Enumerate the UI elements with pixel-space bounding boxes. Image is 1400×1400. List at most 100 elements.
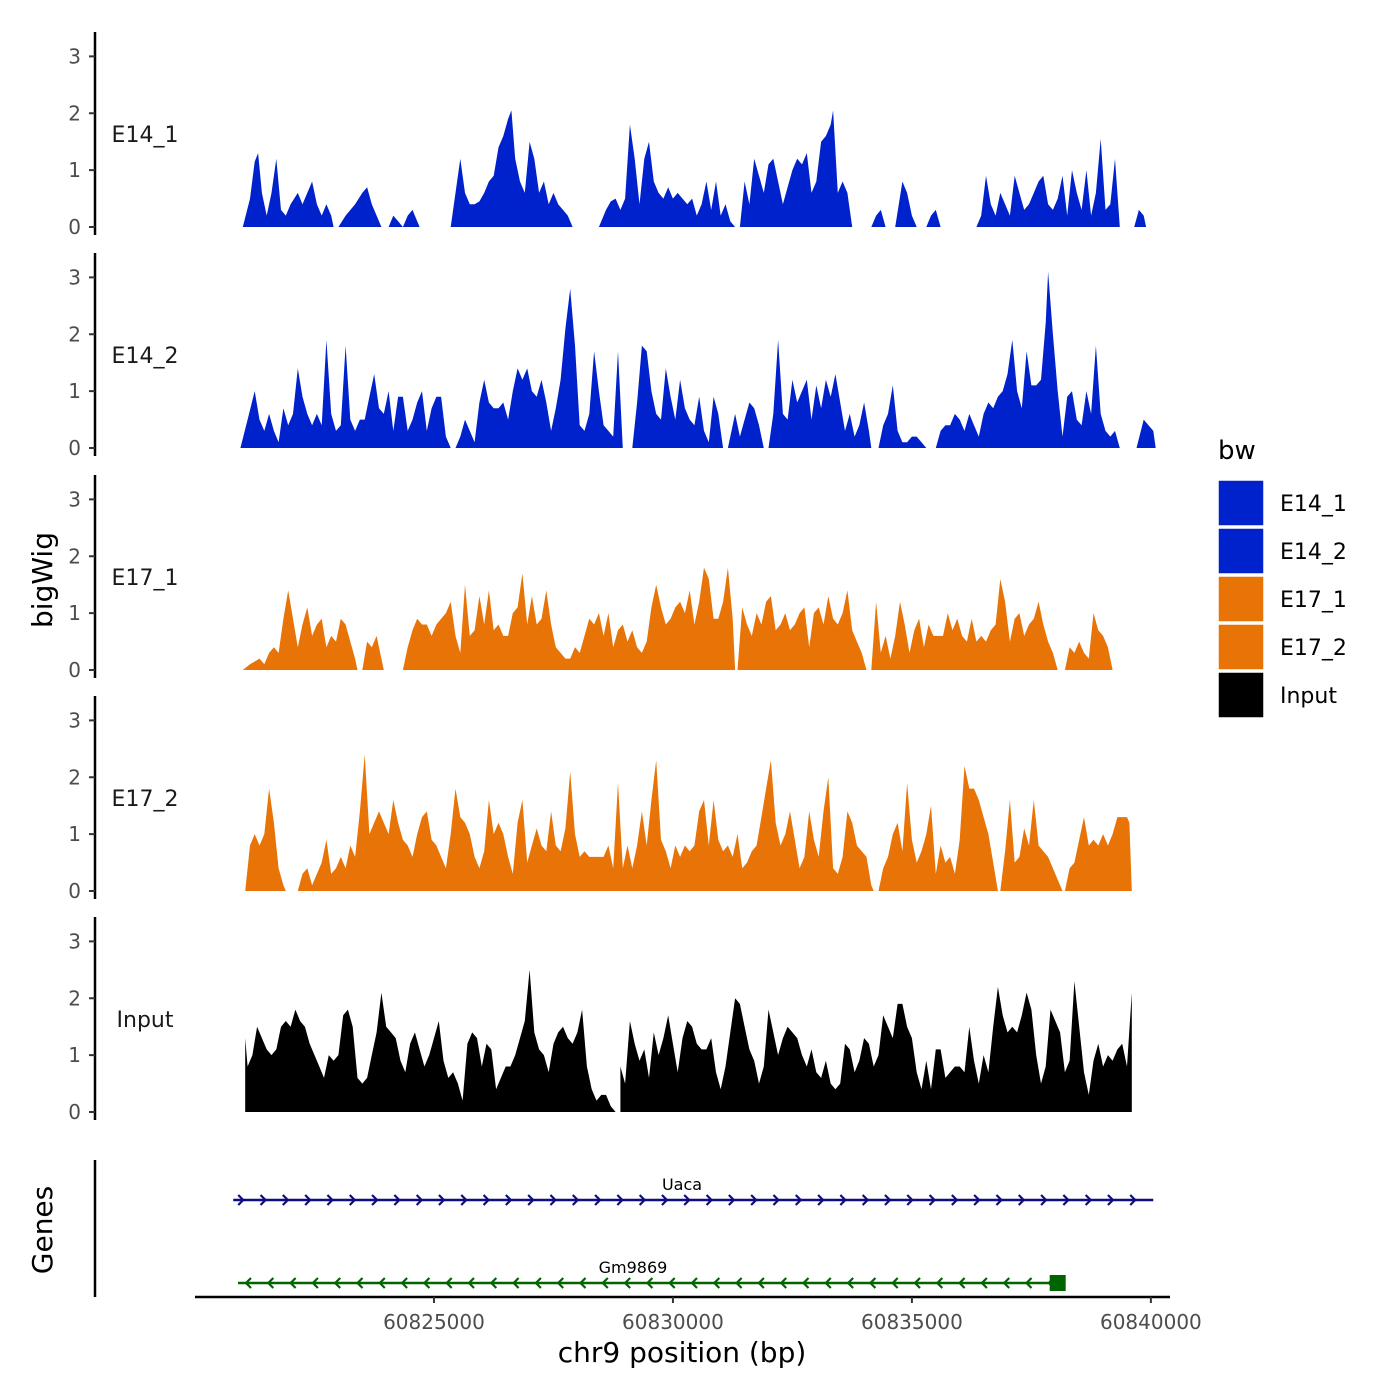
- strand-arrow: [623, 1277, 631, 1289]
- y-tick-label: 0: [68, 1100, 81, 1124]
- strand-arrow: [712, 1277, 721, 1289]
- strand-arrow: [735, 1277, 743, 1289]
- strand-arrow: [884, 1194, 892, 1206]
- strand-arrow: [400, 1277, 408, 1289]
- track-E17_2: 0 1 2 3 E17_2: [68, 696, 1132, 903]
- strand-arrow: [355, 1277, 364, 1289]
- strand-arrow: [445, 1277, 453, 1289]
- gene-label: Gm9869: [599, 1258, 668, 1277]
- coverage-area-E14_2: [240, 271, 1156, 448]
- strand-arrow: [1017, 1194, 1026, 1206]
- track-label: E14_1: [112, 123, 179, 148]
- track-Input: 0 1 2 3 Input: [68, 917, 1132, 1124]
- strand-arrow: [861, 1194, 870, 1206]
- y-tick-label: 3: [68, 44, 81, 68]
- strand-arrow: [460, 1194, 468, 1206]
- strand-arrow: [371, 1194, 379, 1206]
- strand-arrow: [549, 1194, 557, 1206]
- y-tick-label: 1: [68, 1043, 81, 1067]
- strand-arrow: [928, 1194, 937, 1206]
- strand-arrow: [891, 1277, 899, 1289]
- strand-arrow: [601, 1277, 609, 1289]
- strand-arrow: [728, 1194, 736, 1206]
- track-E17_1: 0 1 2 3 E17_1: [68, 475, 1113, 682]
- legend-swatch-E17_1: [1217, 575, 1265, 623]
- legend-swatch-E14_2: [1217, 527, 1265, 575]
- strand-arrow: [578, 1277, 587, 1289]
- strand-arrow: [980, 1277, 988, 1289]
- strand-arrow: [1084, 1194, 1093, 1206]
- legend-swatch-Input: [1217, 671, 1265, 719]
- y-tick-label: 2: [68, 765, 81, 789]
- strand-arrow: [839, 1194, 847, 1206]
- strand-arrow: [438, 1194, 446, 1206]
- strand-arrow: [995, 1194, 1003, 1206]
- y-tick-label: 3: [68, 265, 81, 289]
- strand-arrow: [868, 1277, 877, 1289]
- strand-arrow: [1107, 1194, 1115, 1206]
- coverage-area-E17_1: [242, 567, 1113, 670]
- coverage-area-Input: [245, 969, 1132, 1112]
- strand-arrow: [668, 1277, 676, 1289]
- strand-arrow: [661, 1194, 669, 1206]
- tracks-layer: 0 1 2 3 E14_1 0 1 2 3 E14_2 0 1 2 3 E17_1 0 1 2 3 E17_2 0 1 2 3…: [68, 32, 1156, 1124]
- genes-layer: Uaca Gm9869: [93, 1160, 1154, 1297]
- x-tick-label: 60825000: [383, 1310, 485, 1334]
- x-axis-title: chr9 position (bp): [558, 1336, 807, 1369]
- strand-arrow: [817, 1194, 825, 1206]
- genes-axis-title: Genes: [26, 1186, 59, 1274]
- strand-arrow: [571, 1194, 580, 1206]
- strand-arrow: [1062, 1194, 1070, 1206]
- strand-arrow: [906, 1194, 914, 1206]
- strand-arrow: [289, 1277, 297, 1289]
- y-tick-label: 0: [68, 215, 81, 239]
- strand-arrow: [556, 1277, 564, 1289]
- strand-arrow: [1024, 1277, 1033, 1289]
- strand-arrow: [348, 1194, 357, 1206]
- strand-arrow: [594, 1194, 602, 1206]
- legend-swatch-E17_2: [1217, 623, 1265, 671]
- strand-arrow: [705, 1194, 714, 1206]
- legend-label: Input: [1280, 684, 1337, 709]
- track-E14_2: 0 1 2 3 E14_2: [68, 253, 1156, 460]
- y-tick-label: 2: [68, 101, 81, 125]
- legend-title: bw: [1218, 436, 1256, 466]
- y-tick-label: 2: [68, 986, 81, 1010]
- strand-arrow: [801, 1277, 810, 1289]
- x-tick-label: 60840000: [1100, 1310, 1202, 1334]
- strand-arrow: [534, 1277, 542, 1289]
- strand-arrow: [846, 1277, 854, 1289]
- gene-label: Uaca: [662, 1175, 702, 1194]
- strand-arrow: [824, 1277, 832, 1289]
- strand-arrow: [266, 1277, 275, 1289]
- strand-arrow: [638, 1194, 647, 1206]
- strand-arrow: [645, 1277, 654, 1289]
- y-tick-label: 1: [68, 822, 81, 846]
- legend-label: E17_1: [1280, 588, 1347, 613]
- strand-arrow: [794, 1194, 803, 1206]
- strand-arrow: [311, 1277, 319, 1289]
- strand-arrow: [1002, 1277, 1010, 1289]
- track-E14_1: 0 1 2 3 E14_1: [68, 32, 1147, 239]
- strand-arrow: [913, 1277, 921, 1289]
- track-label: Input: [117, 1008, 174, 1033]
- y-tick-label: 1: [68, 158, 81, 182]
- strand-arrow: [772, 1194, 780, 1206]
- strand-arrow: [757, 1277, 765, 1289]
- strand-arrow: [512, 1277, 520, 1289]
- strand-arrow: [482, 1194, 491, 1206]
- strand-arrow: [259, 1194, 268, 1206]
- strand-arrow: [1129, 1194, 1137, 1206]
- y-tick-label: 1: [68, 379, 81, 403]
- gene-exon: [1049, 1275, 1066, 1291]
- y-tick-label: 3: [68, 487, 81, 511]
- x-tick-label: 60830000: [622, 1310, 724, 1334]
- strand-arrow: [935, 1277, 944, 1289]
- y-tick-label: 3: [68, 708, 81, 732]
- strand-arrow: [779, 1277, 787, 1289]
- track-label: E14_2: [112, 344, 179, 369]
- y-tick-label: 2: [68, 322, 81, 346]
- y-tick-label: 0: [68, 879, 81, 903]
- legend-swatch-E14_1: [1217, 479, 1265, 527]
- strand-arrow: [750, 1194, 758, 1206]
